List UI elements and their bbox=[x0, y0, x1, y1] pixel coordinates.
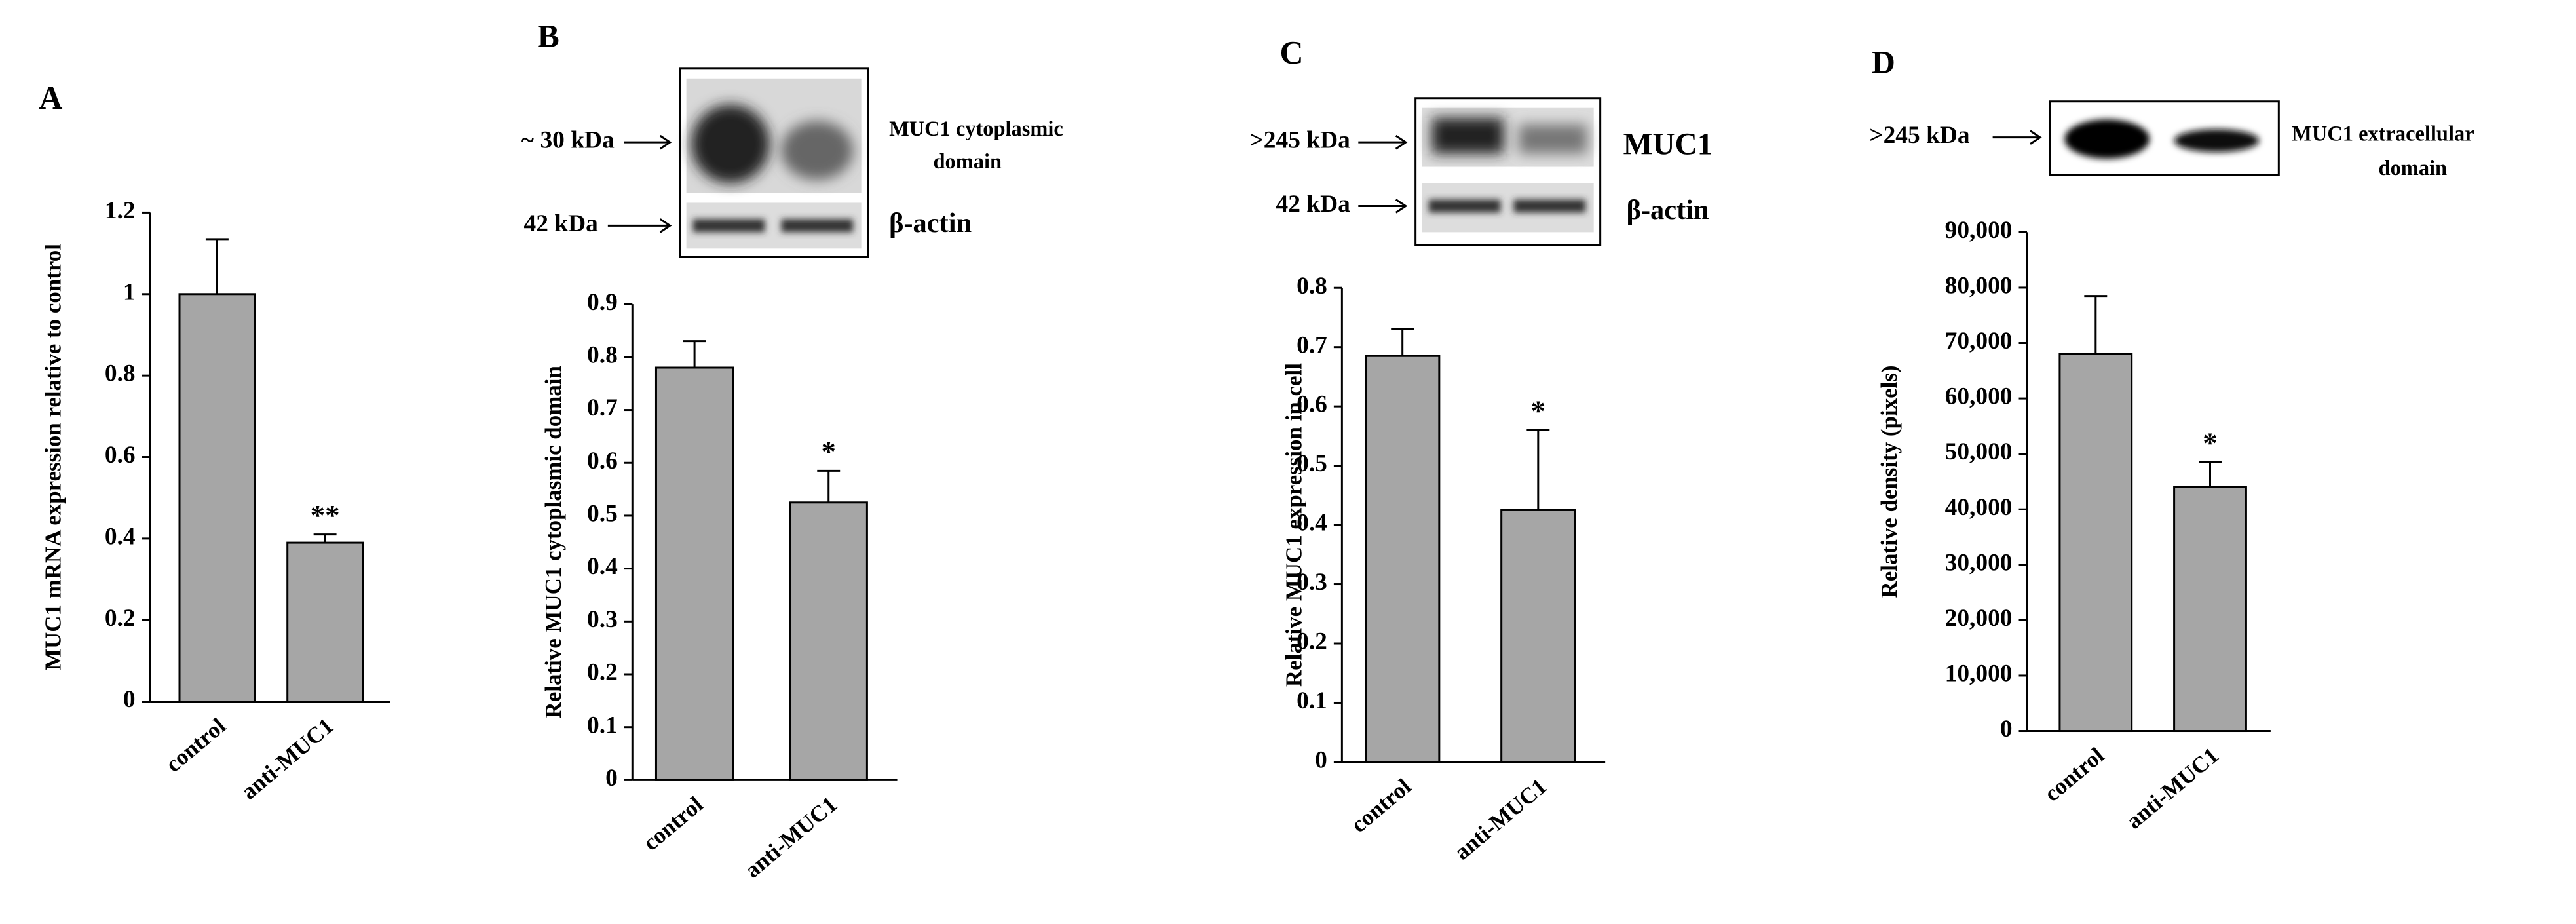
y-tick-label: 60,000 bbox=[1945, 383, 2013, 410]
blot-label: >245 kDa bbox=[1869, 122, 1970, 149]
error-bar bbox=[205, 238, 229, 294]
blot-label: >245 kDa bbox=[1249, 127, 1350, 154]
y-tick-label: 0.8 bbox=[1297, 273, 1327, 299]
panel-label: B bbox=[538, 18, 559, 54]
error-bar bbox=[2199, 461, 2222, 488]
significance: * bbox=[1531, 395, 1545, 427]
significance: * bbox=[822, 435, 836, 468]
bar bbox=[789, 501, 868, 781]
x-tick-label: control bbox=[161, 713, 231, 777]
blot-label: domain bbox=[2379, 157, 2448, 180]
y-tick-label: 10,000 bbox=[1945, 661, 2013, 687]
bar bbox=[1365, 355, 1441, 763]
y-tick-label: 0.7 bbox=[1297, 332, 1327, 358]
y-tick-label: 0.6 bbox=[587, 448, 618, 474]
y-tick-label: 20,000 bbox=[1945, 605, 2013, 632]
y-tick-label: 0 bbox=[2000, 716, 2013, 742]
y-axis-label: Relative MUC1 cytoplasmic domain bbox=[540, 366, 566, 718]
y-tick-label: 0 bbox=[605, 765, 618, 792]
blot-label: MUC1 bbox=[1623, 127, 1713, 161]
blot-label: ~ 30 kDa bbox=[521, 127, 615, 154]
y-tick-label: 0.1 bbox=[1297, 687, 1327, 714]
y-tick-label: 0.5 bbox=[1297, 450, 1327, 477]
y-tick-label: 0.1 bbox=[587, 712, 618, 739]
y-tick-label: 1 bbox=[123, 279, 136, 305]
y-axis-label: MUC1 mRNA expression relative to control bbox=[40, 244, 66, 670]
error-bar bbox=[1526, 429, 1550, 510]
y-tick-label: 0.3 bbox=[587, 606, 618, 633]
panel-label: C bbox=[1280, 34, 1304, 70]
y-tick-label: 1.2 bbox=[105, 197, 136, 224]
panel-label: A bbox=[39, 80, 62, 116]
x-tick-label: anti-MUC1 bbox=[237, 713, 339, 805]
significance: ** bbox=[311, 499, 340, 531]
y-tick-label: 0 bbox=[1315, 747, 1327, 774]
y-tick-label: 90,000 bbox=[1945, 217, 2013, 244]
y-tick-label: 0.7 bbox=[587, 395, 618, 421]
y-tick-label: 0.8 bbox=[105, 360, 136, 387]
bar bbox=[286, 541, 364, 703]
blot-label: β-actin bbox=[1627, 195, 1709, 225]
blot-label: domain bbox=[933, 150, 1002, 174]
x-tick-label: control bbox=[2039, 742, 2110, 807]
y-tick-label: 0.9 bbox=[587, 289, 618, 316]
y-tick-label: 80,000 bbox=[1945, 273, 2013, 299]
y-tick-label: 0.3 bbox=[1297, 569, 1327, 596]
y-axis-label: Relative density (pixels) bbox=[1876, 365, 1902, 598]
blot-b: ~ 30 kDa 42 kDa MUC1 cytoplasmic domain … bbox=[521, 67, 1063, 258]
bar bbox=[2058, 353, 2133, 733]
bar bbox=[654, 366, 734, 781]
y-tick-label: 70,000 bbox=[1945, 328, 2013, 355]
blot-d: >245 kDa MUC1 extracellular domain bbox=[1869, 100, 2474, 180]
error-bar bbox=[313, 533, 337, 543]
y-tick-label: 0.8 bbox=[587, 341, 618, 368]
error-bar bbox=[817, 469, 841, 503]
y-tick-label: 0.2 bbox=[1297, 628, 1327, 655]
error-bar bbox=[683, 340, 706, 368]
blot-label: MUC1 extracellular bbox=[2292, 123, 2474, 146]
y-tick-label: 0.6 bbox=[105, 442, 136, 469]
y-tick-label: 30,000 bbox=[1945, 549, 2013, 576]
y-tick-label: 0.5 bbox=[587, 501, 618, 528]
significance: * bbox=[2203, 427, 2217, 459]
blot-label: 42 kDa bbox=[1276, 191, 1351, 218]
x-tick-label: control bbox=[1346, 773, 1416, 837]
panel-label: D bbox=[1872, 44, 1895, 80]
blot-label: MUC1 cytoplasmic bbox=[889, 117, 1063, 141]
error-bar bbox=[1391, 328, 1414, 356]
y-tick-label: 0.2 bbox=[105, 605, 136, 632]
y-tick-label: 0.2 bbox=[587, 659, 618, 686]
bar bbox=[178, 293, 256, 703]
y-tick-label: 0 bbox=[123, 686, 136, 713]
bar bbox=[1500, 509, 1576, 763]
x-tick-label: anti-MUC1 bbox=[740, 792, 842, 883]
y-tick-label: 0.6 bbox=[1297, 391, 1327, 418]
blot-label: β-actin bbox=[889, 208, 972, 239]
x-tick-label: control bbox=[638, 792, 708, 856]
blot-label: 42 kDa bbox=[524, 210, 599, 237]
y-tick-label: 40,000 bbox=[1945, 494, 2013, 521]
error-bar bbox=[2084, 295, 2108, 355]
blot-c: >245 kDa 42 kDa MUC1 β-actin bbox=[1249, 97, 1713, 246]
y-axis-label: Relative MUC1 expression in cell bbox=[1281, 363, 1306, 687]
y-tick-label: 0.4 bbox=[1297, 510, 1327, 537]
y-tick-label: 50,000 bbox=[1945, 438, 2013, 465]
bar bbox=[2173, 486, 2247, 733]
y-tick-label: 0.4 bbox=[105, 523, 136, 550]
x-tick-label: anti-MUC1 bbox=[1449, 773, 1551, 865]
y-tick-label: 0.4 bbox=[587, 553, 618, 580]
x-tick-label: anti-MUC1 bbox=[2121, 742, 2224, 834]
